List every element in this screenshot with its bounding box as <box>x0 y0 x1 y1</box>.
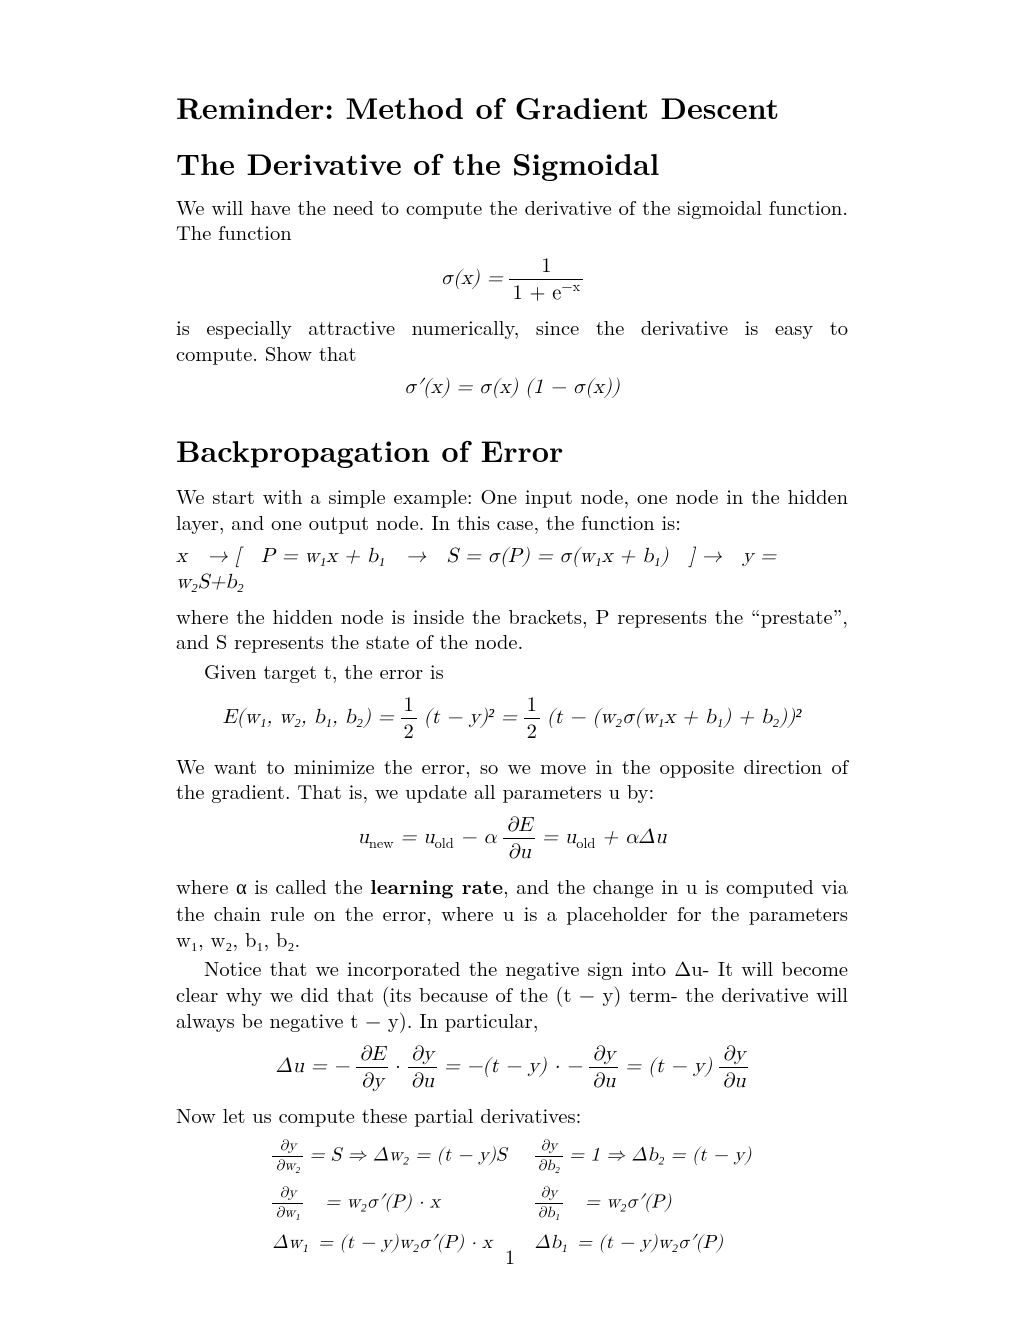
subtitle-sigmoidal: The Derivative of the Sigmoidal <box>176 144 848 182</box>
p2b-text: where the hidden node is inside the brac… <box>176 601 848 656</box>
eq6-mid2: = (t − y) <box>625 1055 712 1076</box>
cell-dw2: ∂y∂w₂ = S ⇒ Δw₂ = (t − y)S <box>258 1133 520 1180</box>
eq-update: unew = uold − α ∂E ∂u = uold + αΔu <box>176 812 848 865</box>
eq-network: x → [ P = w₁x + b₁ → S = σ(P) = σ(w₁x + … <box>176 543 848 595</box>
frac-db2: ∂y∂b₂ <box>535 1137 563 1176</box>
eq5-frac: ∂E ∂u <box>503 812 535 865</box>
eq6-f1n: ∂E <box>356 1041 388 1067</box>
eq6-pre: Δu = − <box>276 1055 350 1076</box>
cell-db1: ∂y∂b₁ = w₂σ′(P) <box>521 1180 766 1227</box>
table-row: ∂y∂w₂ = S ⇒ Δw₂ = (t − y)S ∂y∂b₂ = 1 ⇒ Δ… <box>258 1133 765 1180</box>
r1c2n: ∂y <box>535 1137 563 1156</box>
r2c1d: ∂w₁ <box>272 1203 303 1223</box>
eq4-half2: 1 2 <box>524 692 540 745</box>
r1c1d: ∂w₂ <box>272 1156 303 1176</box>
eq6-f4: ∂y∂u <box>719 1041 748 1094</box>
r2c1b: = w₂σ′(P) · x <box>310 1193 440 1212</box>
page-title: Reminder: Method of Gradient Descent <box>176 88 848 126</box>
eq4-half1: 1 2 <box>401 692 417 745</box>
eq1-den: 1 + e <box>512 282 561 303</box>
paragraph-compute: Now let us compute these partial derivat… <box>176 1102 848 1128</box>
frac-dw2: ∂y∂w₂ <box>272 1137 303 1176</box>
eq-error: E(w₁, w₂, b₁, b₂) = 1 2 (t − y)² = 1 2 (… <box>176 692 848 745</box>
paragraph-learning-rate: where α is called the learning rate, and… <box>176 873 848 951</box>
eq4-mid1: (t − y)² = <box>424 706 524 727</box>
paragraph-negative: Notice that we incorporated the negative… <box>176 955 848 1032</box>
frac-db1: ∂y∂b₁ <box>535 1184 563 1223</box>
eq2-text: σ′(x) = σ(x) (1 − σ(x)) <box>404 376 620 397</box>
section-backprop: Backpropagation of Error <box>176 431 848 469</box>
eq6-f3: ∂y∂u <box>589 1041 618 1094</box>
eq5-pre: u <box>357 826 368 847</box>
r2c2d: ∂b₁ <box>535 1203 563 1223</box>
eq5-old1: old <box>435 836 454 851</box>
eq1-num: 1 <box>541 255 551 276</box>
cell-dw1: ∂y∂w₁ = w₂σ′(P) · x <box>258 1180 520 1227</box>
eq5-old2: old <box>576 836 595 851</box>
eq5-fn: ∂E <box>503 812 535 838</box>
eq6-dot1: · <box>395 1055 408 1076</box>
eq-sigma-def: σ(x) = 1 1 + e−x <box>176 253 848 306</box>
eq5-mid2: − α <box>461 826 497 847</box>
eq5-mid3: = u <box>542 826 576 847</box>
eq6-f3n: ∂y <box>589 1041 618 1067</box>
eq4-h2d: 2 <box>524 718 540 745</box>
page-number: 1 <box>0 1243 1020 1268</box>
eq6-f3d: ∂u <box>589 1067 618 1094</box>
eq5-mid1: = u <box>400 826 434 847</box>
table-row: ∂y∂w₁ = w₂σ′(P) · x ∂y∂b₁ = w₂σ′(P) <box>258 1180 765 1227</box>
eq-sigma-deriv: σ′(x) = σ(x) (1 − σ(x)) <box>176 374 848 400</box>
eq5-post: + αΔu <box>602 826 666 847</box>
eq4-post: (t − (w₂σ(w₁x + b₁) + b₂))² <box>547 706 802 727</box>
eq6-f1d: ∂y <box>356 1067 388 1094</box>
paragraph-attractive: is especially attractive numerically, si… <box>176 314 848 366</box>
r1c1b: = S ⇒ Δw₂ = (t − y)S <box>310 1146 507 1165</box>
r1c1n: ∂y <box>272 1137 303 1156</box>
eq5-new: new <box>369 836 394 851</box>
cell-db2: ∂y∂b₂ = 1 ⇒ Δb₂ = (t − y) <box>521 1133 766 1180</box>
eq4-h1d: 2 <box>401 718 417 745</box>
eq6-f4n: ∂y <box>719 1041 748 1067</box>
p2e-a: where α is called the <box>176 871 370 900</box>
eq6-mid: = −(t − y) · − <box>444 1055 582 1076</box>
paragraph-prestate: where the hidden node is inside the brac… <box>176 603 848 655</box>
paragraph-example: We start with a simple example: One inpu… <box>176 483 848 535</box>
eq1-lhs: σ(x) = <box>441 267 510 288</box>
eq-delta-u: Δu = − ∂E∂y · ∂y∂u = −(t − y) · − ∂y∂u =… <box>176 1041 848 1094</box>
eq4-pre: E(w₁, w₂, b₁, b₂) = <box>223 706 401 727</box>
eq1-exp: −x <box>561 279 580 294</box>
eq6-f4d: ∂u <box>719 1067 748 1094</box>
page: Reminder: Method of Gradient Descent The… <box>0 0 1020 1320</box>
eq1-frac: 1 1 + e−x <box>509 253 583 306</box>
r2c2n: ∂y <box>535 1184 563 1203</box>
eq6-f2n: ∂y <box>408 1041 437 1067</box>
eq4-h2n: 1 <box>524 692 540 718</box>
eq6-f2d: ∂u <box>408 1067 437 1094</box>
paragraph-target: Given target t, the error is <box>176 658 848 684</box>
paragraph-minimize: We want to minimize the error, so we mov… <box>176 753 848 805</box>
eq6-f2: ∂y∂u <box>408 1041 437 1094</box>
eq6-f1: ∂E∂y <box>356 1041 388 1094</box>
learning-rate-bold: learning rate <box>370 872 503 901</box>
r2c1n: ∂y <box>272 1184 303 1203</box>
r1c2d: ∂b₂ <box>535 1156 563 1176</box>
frac-dw1: ∂y∂w₁ <box>272 1184 303 1223</box>
eq3-text: x → [ P = w₁x + b₁ → S = σ(P) = σ(w₁x + … <box>176 545 776 592</box>
r1c2b: = 1 ⇒ Δb₂ = (t − y) <box>569 1146 751 1165</box>
paragraph-intro: We will have the need to compute the der… <box>176 194 848 246</box>
r2c2b: = w₂σ′(P) <box>569 1193 671 1212</box>
eq4-h1n: 1 <box>401 692 417 718</box>
eq5-fd: ∂u <box>503 838 535 865</box>
